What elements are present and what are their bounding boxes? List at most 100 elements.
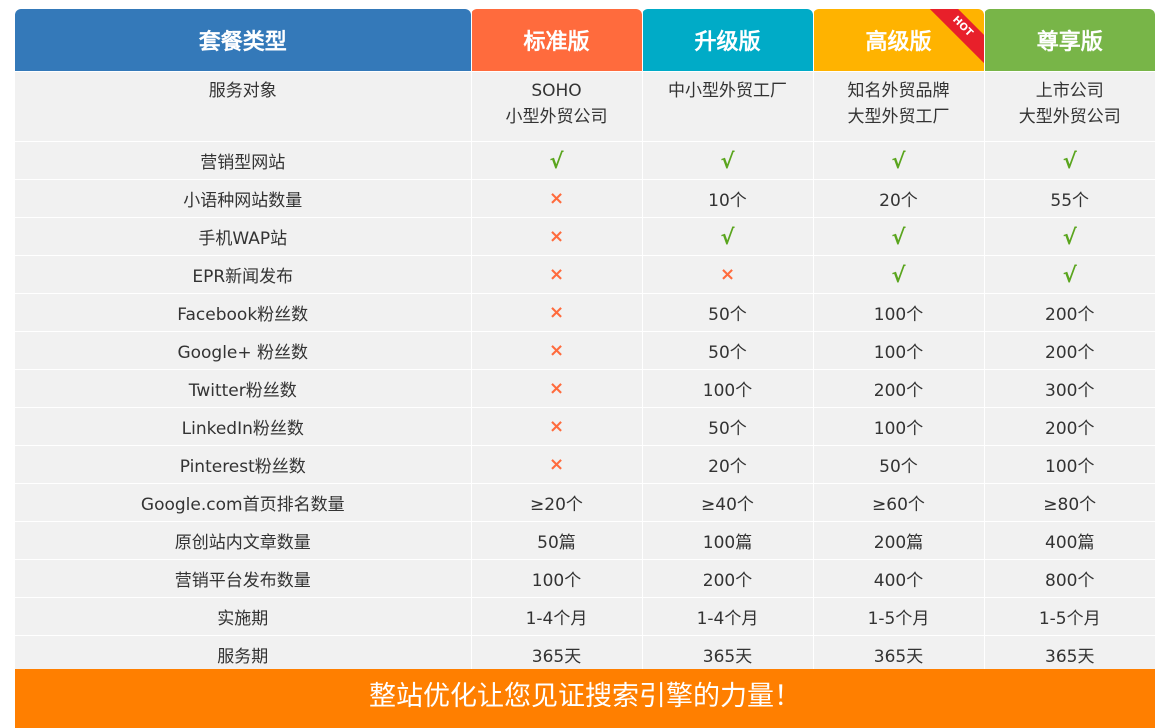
table-row: 营销平台发布数量 100个 200个 400个 800个 xyxy=(15,559,1155,598)
check-icon: √ xyxy=(470,141,642,180)
table-cell: 中小型外贸工厂 xyxy=(641,71,813,142)
cell-line: 知名外贸品牌 xyxy=(847,81,950,101)
table-row: 实施期 1-4个月 1-4个月 1-5个月 1-5个月 xyxy=(15,597,1155,636)
table-cell: 300个 xyxy=(983,369,1155,408)
table-cell: 200个 xyxy=(983,293,1155,332)
header-premium: 尊享版 xyxy=(983,9,1155,72)
table-cell: 400个 xyxy=(812,559,984,598)
table-cell: 365天 xyxy=(983,635,1155,673)
check-icon: √ xyxy=(812,255,984,294)
table-cell: 10个 xyxy=(641,179,813,218)
table-cell: 1-5个月 xyxy=(812,597,984,636)
table-row: EPR新闻发布 × × √ √ xyxy=(15,255,1155,294)
cross-icon: × xyxy=(470,179,642,218)
table-row: 营销型网站 √ √ √ √ xyxy=(15,141,1155,180)
table-cell: 100个 xyxy=(470,559,642,598)
cell-line: 小型外贸公司 xyxy=(505,107,608,127)
feature-label: 营销平台发布数量 xyxy=(15,559,471,598)
header-advanced: 高级版 HOT xyxy=(812,9,984,72)
table-cell: 50个 xyxy=(641,293,813,332)
feature-label: 实施期 xyxy=(15,597,471,636)
cross-icon: × xyxy=(470,331,642,370)
table-cell: 365天 xyxy=(470,635,642,673)
cross-icon: × xyxy=(470,217,642,256)
table-cell: 200篇 xyxy=(812,521,984,560)
table-cell: 100个 xyxy=(641,369,813,408)
table-cell: 365天 xyxy=(812,635,984,673)
check-icon: √ xyxy=(983,255,1155,294)
table-cell: 200个 xyxy=(983,331,1155,370)
table-cell: SOHO 小型外贸公司 xyxy=(470,71,642,142)
table-cell: 100个 xyxy=(812,331,984,370)
header-standard: 标准版 xyxy=(470,9,642,72)
feature-label: 手机WAP站 xyxy=(15,217,471,256)
feature-label: 原创站内文章数量 xyxy=(15,521,471,560)
table-row: 原创站内文章数量 50篇 100篇 200篇 400篇 xyxy=(15,521,1155,560)
feature-label: 营销型网站 xyxy=(15,141,471,180)
table-cell: 上市公司 大型外贸公司 xyxy=(983,71,1155,142)
table-cell: ≥20个 xyxy=(470,483,642,522)
feature-label: Facebook粉丝数 xyxy=(15,293,471,332)
cross-icon: × xyxy=(470,293,642,332)
check-icon: √ xyxy=(812,141,984,180)
table-cell: 200个 xyxy=(812,369,984,408)
table-row: 小语种网站数量 × 10个 20个 55个 xyxy=(15,179,1155,218)
table-row: Twitter粉丝数 × 100个 200个 300个 xyxy=(15,369,1155,408)
table-row: 服务对象 SOHO 小型外贸公司 中小型外贸工厂 知名外贸品牌 大型外贸工厂 上市公司 大型外… xyxy=(15,71,1155,142)
table-cell: 1-5个月 xyxy=(983,597,1155,636)
table-cell: 知名外贸品牌 大型外贸工厂 xyxy=(812,71,984,142)
table-cell: 365天 xyxy=(641,635,813,673)
table-cell: 50个 xyxy=(812,445,984,484)
header-row: 套餐类型 标准版 升级版 高级版 HOT 尊享版 xyxy=(15,9,1155,72)
feature-label: 服务对象 xyxy=(15,71,471,142)
header-label: 套餐类型 xyxy=(198,30,287,55)
table-cell: ≥60个 xyxy=(812,483,984,522)
table-cell: ≥80个 xyxy=(983,483,1155,522)
table-cell: 20个 xyxy=(812,179,984,218)
header-label: 尊享版 xyxy=(1036,30,1103,55)
table-row: 服务期 365天 365天 365天 365天 xyxy=(15,635,1155,673)
table-cell: 100篇 xyxy=(641,521,813,560)
check-icon: √ xyxy=(983,217,1155,256)
cell-line: SOHO xyxy=(531,81,582,101)
check-icon: √ xyxy=(641,141,813,180)
header-package-type: 套餐类型 xyxy=(15,9,471,72)
check-icon: √ xyxy=(641,217,813,256)
cell-line: 大型外贸工厂 xyxy=(847,107,950,127)
check-icon: √ xyxy=(983,141,1155,180)
feature-label: Pinterest粉丝数 xyxy=(15,445,471,484)
package-comparison-table: 套餐类型 标准版 升级版 高级版 HOT 尊享版 服务对象 SOHO 小型外贸公司 中… xyxy=(15,9,1155,673)
table-cell: 50个 xyxy=(641,331,813,370)
header-label: 标准版 xyxy=(523,30,590,55)
header-label: 高级版 xyxy=(865,30,932,55)
table-cell: 800个 xyxy=(983,559,1155,598)
cross-icon: × xyxy=(470,407,642,446)
table-cell: 100个 xyxy=(812,407,984,446)
cross-icon: × xyxy=(470,445,642,484)
table-row: Facebook粉丝数 × 50个 100个 200个 xyxy=(15,293,1155,332)
table-cell: 50篇 xyxy=(470,521,642,560)
cell-line: 中小型外贸工厂 xyxy=(668,81,787,101)
header-upgrade: 升级版 xyxy=(641,9,813,72)
table-cell: 55个 xyxy=(983,179,1155,218)
footer-banner: 整站优化让您见证搜索引擎的力量！ xyxy=(15,669,1155,728)
feature-label: 小语种网站数量 xyxy=(15,179,471,218)
cross-icon: × xyxy=(470,255,642,294)
feature-label: 服务期 xyxy=(15,635,471,673)
table-cell: 200个 xyxy=(983,407,1155,446)
feature-label: EPR新闻发布 xyxy=(15,255,471,294)
feature-label: Google+ 粉丝数 xyxy=(15,331,471,370)
table-row: Google+ 粉丝数 × 50个 100个 200个 xyxy=(15,331,1155,370)
table-row: LinkedIn粉丝数 × 50个 100个 200个 xyxy=(15,407,1155,446)
table-cell: 100个 xyxy=(812,293,984,332)
table-cell: 1-4个月 xyxy=(470,597,642,636)
feature-label: Twitter粉丝数 xyxy=(15,369,471,408)
table-cell: 200个 xyxy=(641,559,813,598)
check-icon: √ xyxy=(812,217,984,256)
table-cell: 100个 xyxy=(983,445,1155,484)
cross-icon: × xyxy=(470,369,642,408)
table-row: Google.com首页排名数量 ≥20个 ≥40个 ≥60个 ≥80个 xyxy=(15,483,1155,522)
table-cell: 50个 xyxy=(641,407,813,446)
table-cell: 1-4个月 xyxy=(641,597,813,636)
table-row: Pinterest粉丝数 × 20个 50个 100个 xyxy=(15,445,1155,484)
